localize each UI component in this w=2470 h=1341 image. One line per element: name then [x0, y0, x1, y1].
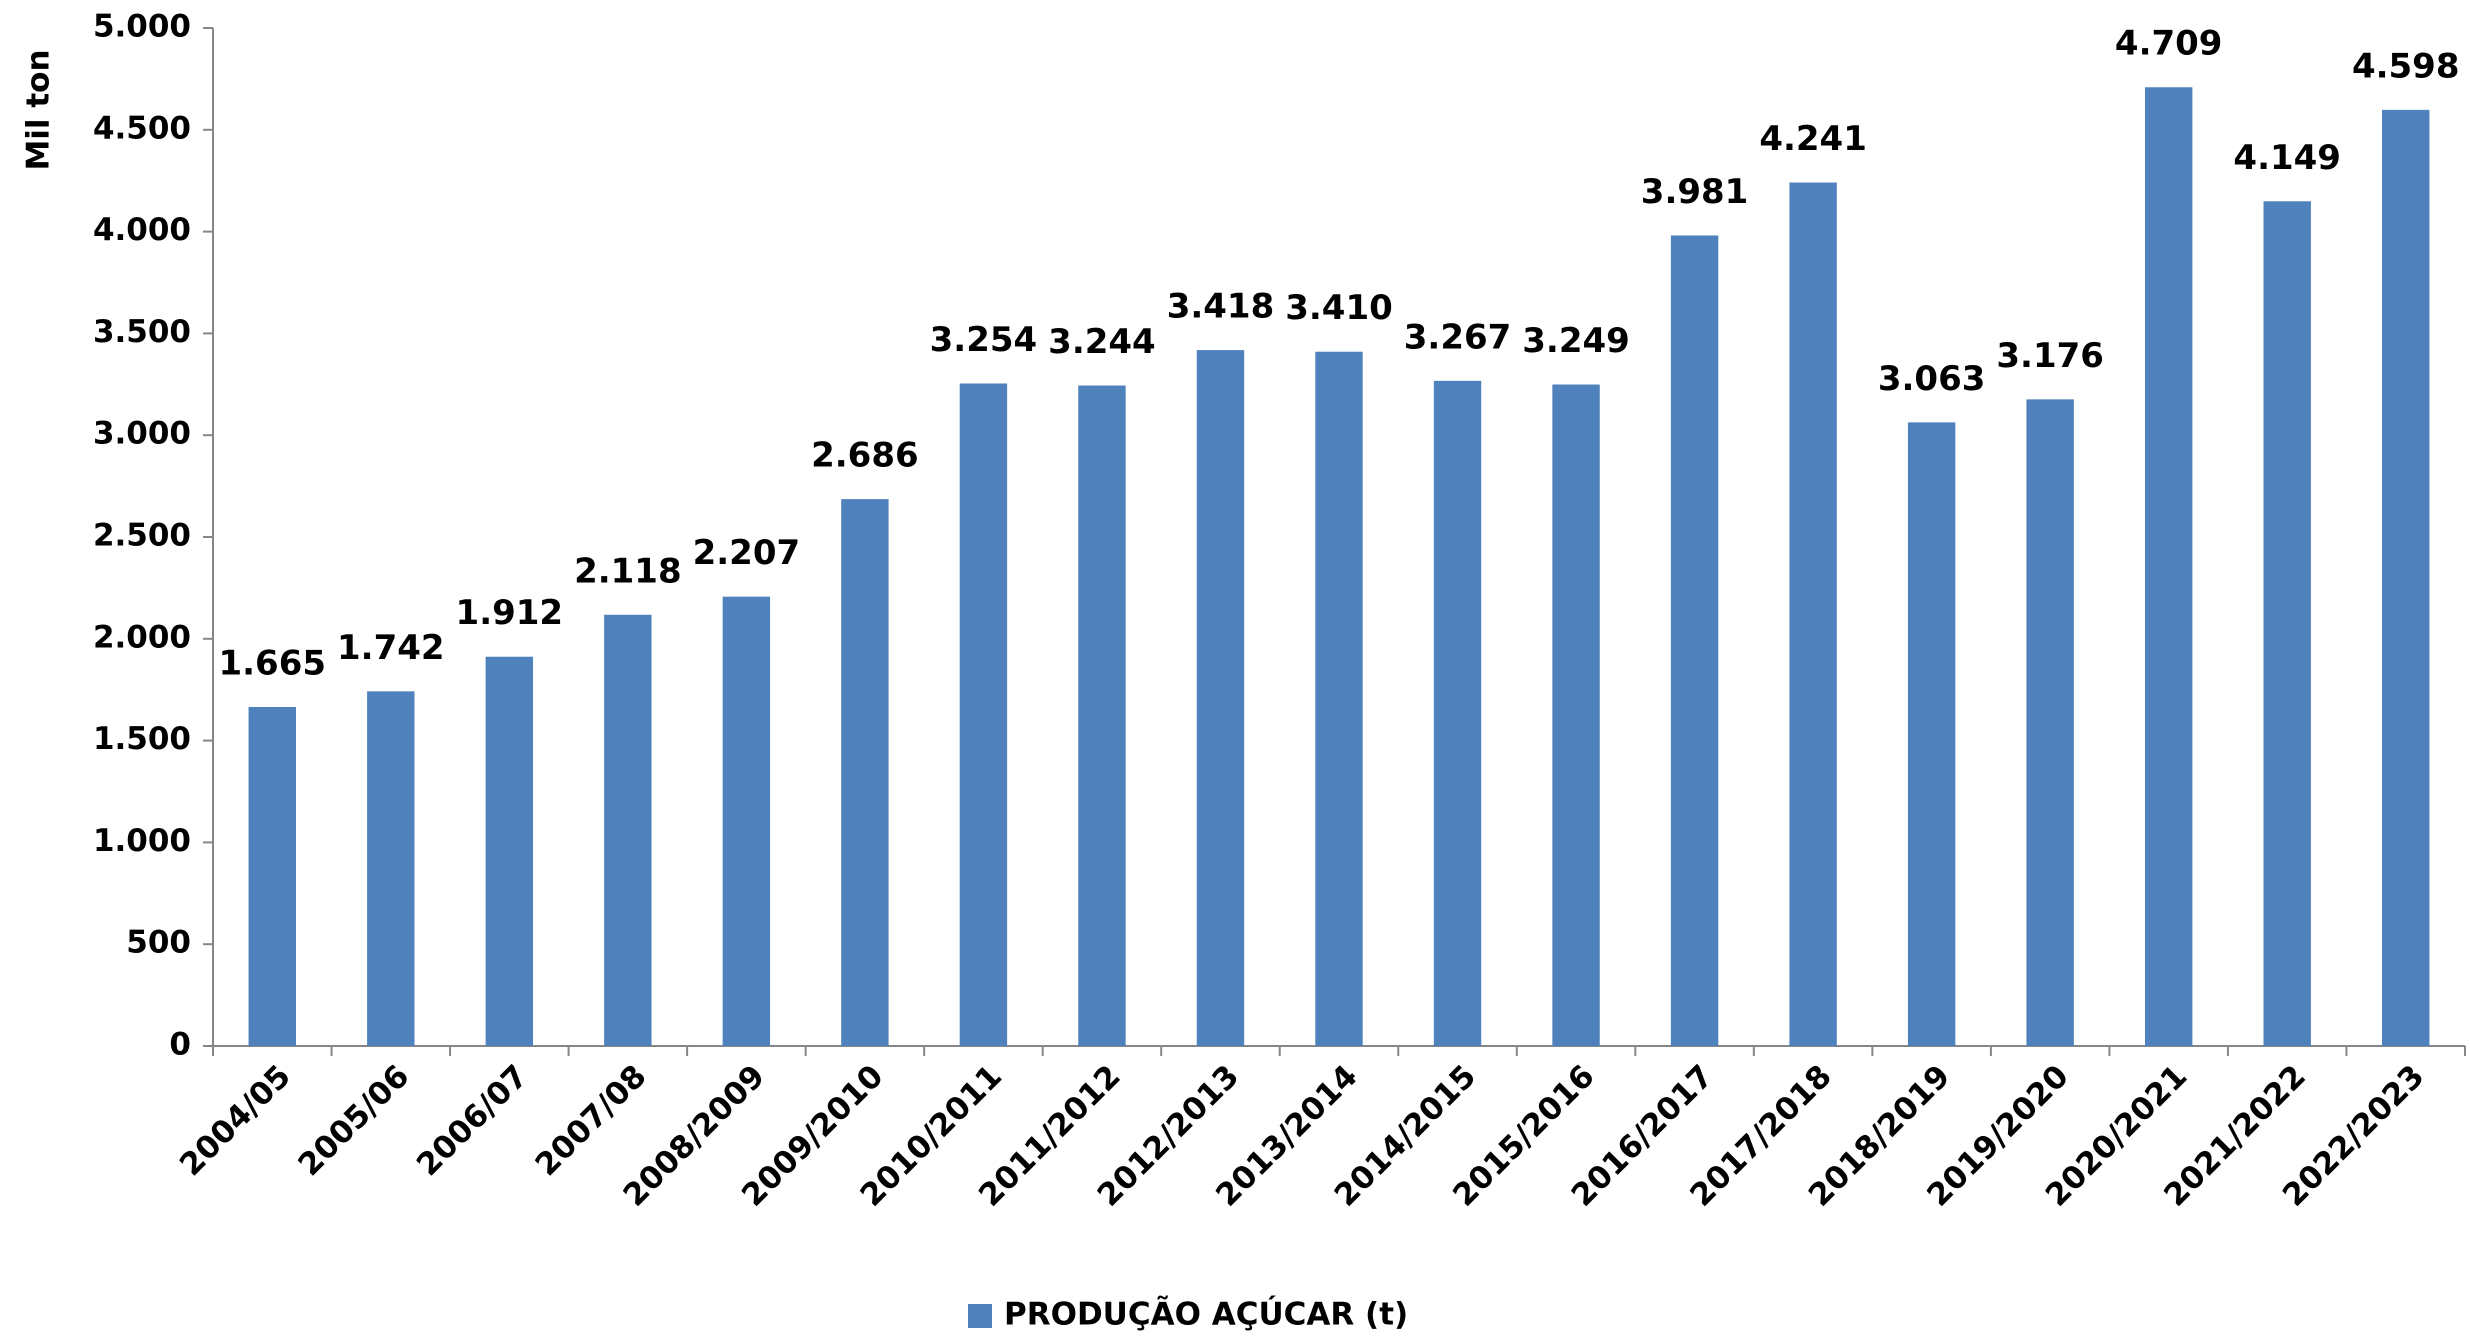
bar	[604, 614, 652, 1046]
y-tick-label: 4.500	[93, 110, 191, 146]
y-tick-label: 1.500	[93, 721, 191, 757]
data-label: 1.912	[456, 593, 564, 633]
data-label: 3.249	[1522, 321, 1630, 361]
data-label: 2.686	[811, 436, 919, 476]
data-label: 1.742	[337, 628, 445, 668]
bar	[1433, 380, 1482, 1046]
data-label: 4.241	[1759, 119, 1867, 159]
data-label: 1.665	[218, 644, 326, 684]
bar	[841, 499, 889, 1047]
bar	[959, 383, 1008, 1046]
data-label: 4.149	[2233, 138, 2341, 178]
y-tick-label: 1.000	[93, 823, 191, 859]
bar	[1315, 351, 1363, 1046]
data-label: 3.254	[930, 320, 1038, 360]
data-label: 4.598	[2352, 46, 2460, 86]
bar	[1552, 384, 1600, 1046]
bar	[485, 656, 534, 1046]
bar	[1196, 350, 1245, 1046]
bar	[1907, 422, 1956, 1047]
data-label: 2.207	[693, 533, 801, 573]
y-tick-label: 3.500	[93, 314, 191, 350]
y-tick-label: 5.000	[93, 9, 191, 45]
bar	[1789, 182, 1837, 1046]
bar	[2382, 109, 2430, 1047]
bar	[1670, 235, 1719, 1047]
y-tick-label: 2.500	[93, 518, 191, 554]
y-tick-label: 2.000	[93, 619, 191, 655]
data-label: 3.176	[1996, 336, 2104, 376]
data-label: 3.410	[1285, 288, 1393, 328]
legend-swatch	[968, 1304, 992, 1328]
bar	[367, 691, 415, 1046]
data-label: 3.063	[1878, 359, 1986, 399]
legend-label: PRODUÇÃO AÇÚCAR (t)	[1004, 1296, 1408, 1333]
data-label: 3.244	[1048, 322, 1156, 362]
x-tick-label: 2007/08	[529, 1058, 654, 1183]
x-tick-label: 2005/06	[291, 1058, 416, 1183]
data-label: 3.981	[1641, 172, 1749, 212]
x-tick-label: 2006/07	[410, 1058, 535, 1183]
y-tick-label: 500	[126, 925, 191, 961]
bar	[2026, 399, 2074, 1046]
bar	[2263, 201, 2311, 1046]
x-tick-label: 2004/05	[173, 1058, 298, 1183]
data-label: 3.418	[1167, 287, 1275, 327]
bar	[722, 596, 771, 1046]
y-axis-title: Mil ton	[21, 49, 57, 170]
y-tick-label: 0	[169, 1027, 191, 1063]
bar	[248, 707, 296, 1046]
bar	[1078, 385, 1126, 1046]
data-label: 2.118	[574, 551, 682, 591]
data-label: 3.267	[1404, 317, 1512, 357]
y-tick-label: 4.000	[93, 212, 191, 248]
bar	[2144, 87, 2193, 1046]
data-label: 4.709	[2115, 24, 2223, 64]
y-tick-label: 3.000	[93, 416, 191, 452]
